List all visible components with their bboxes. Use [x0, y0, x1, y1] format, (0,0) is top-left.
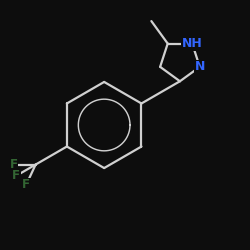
Text: F: F — [10, 158, 18, 171]
Text: NH: NH — [182, 37, 203, 50]
Text: F: F — [22, 178, 30, 191]
Text: N: N — [194, 60, 205, 73]
Text: F: F — [12, 169, 20, 182]
